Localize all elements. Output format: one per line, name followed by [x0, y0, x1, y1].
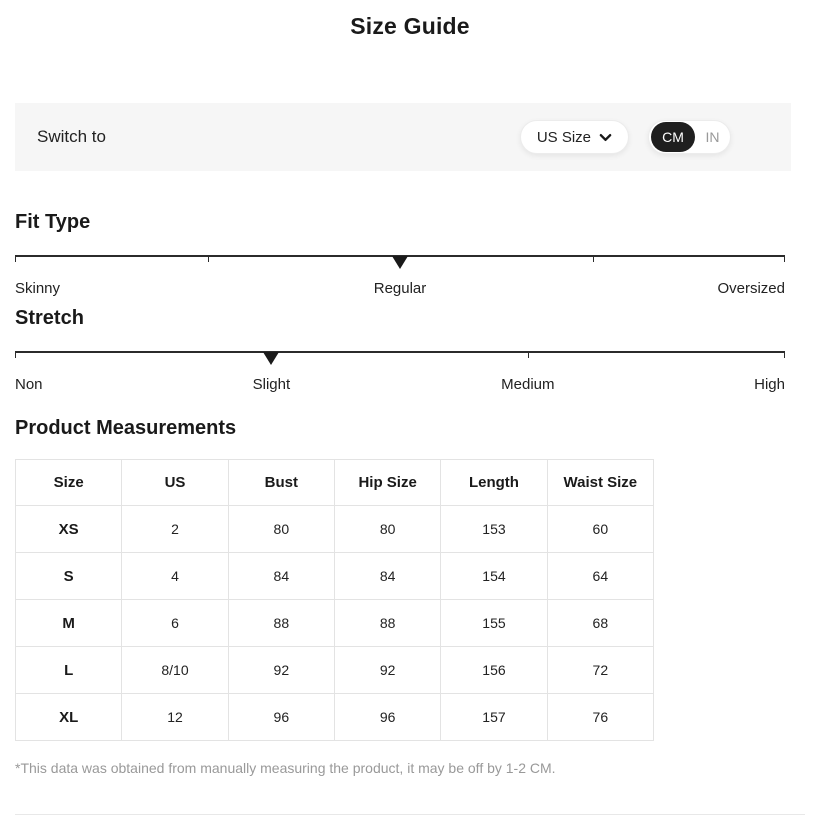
cell-hip: 92 [333, 646, 442, 694]
cell-waist: 72 [546, 646, 655, 694]
cell-size: M [14, 599, 123, 647]
switch-bar-controls: US Size CM IN [519, 120, 731, 154]
cell-size: S [14, 552, 123, 600]
cell-waist: 76 [546, 693, 655, 741]
fit-type-labels: Skinny Regular Oversized [15, 280, 785, 298]
cell-waist: 64 [546, 552, 655, 600]
size-system-value: US Size [536, 128, 591, 146]
stretch-marker-icon [263, 352, 280, 365]
cell-hip: 96 [333, 693, 442, 741]
unit-toggle[interactable]: CM IN [648, 120, 731, 154]
cell-bust: 80 [227, 505, 335, 553]
measurement-footnote: *This data was obtained from manually me… [15, 760, 556, 776]
fit-type-track [15, 255, 785, 269]
stretch-label-medium: Medium [501, 376, 555, 393]
stretch-label-high: High [754, 376, 785, 393]
cell-bust: 84 [227, 552, 335, 600]
stretch-label-non: Non [15, 376, 43, 393]
chevron-down-icon [599, 133, 612, 141]
fit-type-tick [592, 255, 594, 262]
table-row: S 4 84 84 154 64 [14, 552, 655, 600]
unit-switch-bar: Switch to US Size CM IN [15, 103, 791, 171]
cell-length: 153 [440, 505, 548, 553]
fit-type-slider: Skinny Regular Oversized [15, 255, 785, 298]
measurements-table: Size US Bust Hip Size Length Waist Size … [14, 459, 655, 741]
stretch-tick [15, 351, 16, 358]
stretch-track [15, 351, 785, 365]
cell-us: 2 [121, 505, 229, 553]
size-system-dropdown[interactable]: US Size [519, 120, 629, 154]
cell-length: 155 [440, 599, 548, 647]
table-row: M 6 88 88 155 68 [14, 599, 655, 647]
cell-bust: 88 [227, 599, 335, 647]
fit-type-label-skinny: Skinny [15, 280, 61, 297]
fit-type-label-regular: Regular [373, 280, 427, 297]
cell-size: XL [14, 693, 123, 741]
unit-option-in[interactable]: IN [705, 129, 720, 145]
cell-us: 4 [121, 552, 229, 600]
cell-us: 8/10 [121, 646, 229, 694]
fit-type-marker-icon [392, 256, 408, 269]
unit-option-cm[interactable]: CM [651, 122, 695, 152]
col-header-us: US [121, 459, 229, 506]
cell-length: 157 [440, 693, 548, 741]
table-row: XL 12 96 96 157 76 [14, 693, 655, 741]
product-measurements-heading: Product Measurements [15, 417, 237, 439]
fit-type-tick [15, 255, 16, 262]
cell-waist: 60 [546, 505, 655, 553]
cell-length: 156 [440, 646, 548, 694]
cell-us: 12 [121, 693, 229, 741]
cell-hip: 84 [333, 552, 442, 600]
page-title: Size Guide [350, 13, 470, 39]
fit-type-tick [784, 255, 785, 262]
cell-length: 154 [440, 552, 548, 600]
stretch-label-slight: Slight [252, 376, 291, 393]
switch-to-label: Switch to [37, 127, 106, 146]
bottom-divider [15, 814, 805, 815]
fit-type-heading: Fit Type [15, 211, 91, 233]
stretch-labels: Non Slight Medium High [15, 376, 785, 394]
cell-bust: 96 [227, 693, 335, 741]
cell-waist: 68 [546, 599, 655, 647]
table-row: XS 2 80 80 153 60 [14, 505, 655, 553]
col-header-bust: Bust [227, 459, 335, 506]
fit-type-tick [207, 255, 209, 262]
cell-hip: 88 [333, 599, 442, 647]
col-header-waist: Waist Size [546, 459, 655, 506]
cell-size: L [14, 646, 123, 694]
col-header-length: Length [440, 459, 548, 506]
cell-hip: 80 [333, 505, 442, 553]
cell-bust: 92 [227, 646, 335, 694]
col-header-size: Size [14, 459, 123, 506]
stretch-tick [527, 351, 529, 358]
stretch-tick [784, 351, 785, 358]
col-header-hip: Hip Size [333, 459, 442, 506]
cell-us: 6 [121, 599, 229, 647]
table-header-row: Size US Bust Hip Size Length Waist Size [14, 459, 655, 506]
fit-type-label-oversized: Oversized [717, 280, 785, 297]
stretch-slider: Non Slight Medium High [15, 351, 785, 394]
table-row: L 8/10 92 92 156 72 [14, 646, 655, 694]
stretch-heading: Stretch [15, 307, 84, 329]
cell-size: XS [14, 505, 123, 553]
